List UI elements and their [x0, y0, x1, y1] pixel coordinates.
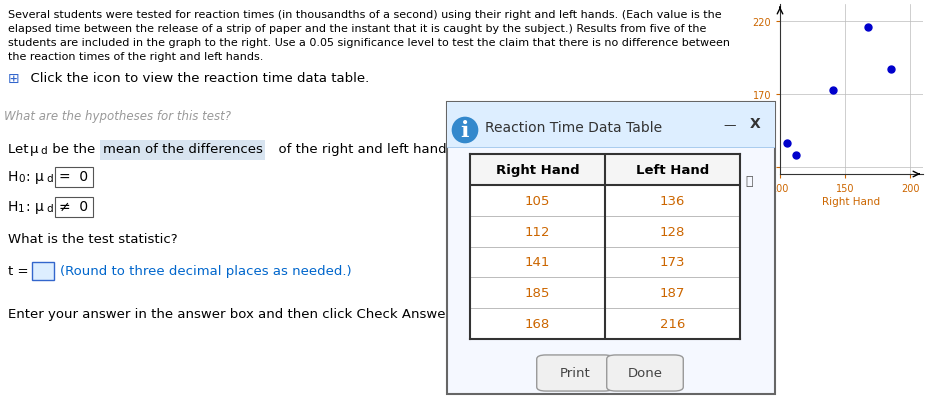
Point: [860, 25, 875, 32]
Text: 136: 136: [659, 194, 684, 207]
Text: Enter your answer in the answer box and then click Check Answer.: Enter your answer in the answer box and …: [8, 307, 453, 320]
Point: [787, 153, 802, 159]
Text: What is the test statistic?: What is the test statistic?: [8, 232, 177, 245]
Text: 128: 128: [659, 225, 684, 238]
Text: Let: Let: [8, 143, 32, 156]
Text: 112: 112: [524, 225, 550, 238]
Text: students are included in the graph to the right. Use a 0.05 significance level t: students are included in the graph to th…: [8, 38, 730, 48]
X-axis label: Right Hand: Right Hand: [821, 196, 880, 206]
Text: 187: 187: [659, 287, 684, 300]
Text: What are the hypotheses for this test?: What are the hypotheses for this test?: [4, 110, 231, 123]
Text: =  0: = 0: [59, 170, 88, 183]
Text: be the: be the: [48, 143, 95, 156]
Text: Left Hand: Left Hand: [635, 164, 708, 177]
Text: ⊞: ⊞: [8, 72, 19, 86]
Text: d: d: [46, 203, 53, 213]
Text: X: X: [749, 117, 760, 131]
Text: d: d: [40, 146, 46, 156]
Text: 141: 141: [525, 256, 550, 269]
Text: : μ: : μ: [26, 170, 44, 183]
Text: Done: Done: [627, 367, 662, 379]
Text: of the right and left hand reacti: of the right and left hand reacti: [270, 143, 489, 156]
Text: 173: 173: [659, 256, 684, 269]
Text: 216: 216: [659, 317, 684, 330]
Point: [883, 67, 897, 73]
Text: Left H and: Left H and: [760, 288, 770, 342]
Text: Print: Print: [559, 367, 590, 379]
Bar: [469, 155, 739, 185]
Text: : μ: : μ: [26, 200, 44, 213]
Text: H: H: [8, 200, 19, 213]
Text: 0: 0: [18, 174, 24, 183]
Text: H: H: [8, 170, 19, 183]
Point: [825, 87, 840, 94]
Text: mean of the differences: mean of the differences: [103, 143, 262, 156]
Text: μ: μ: [30, 143, 38, 156]
Text: Right Hand: Right Hand: [495, 164, 578, 177]
Text: t =: t =: [8, 264, 29, 277]
Text: Click the icon to view the reaction time data table.: Click the icon to view the reaction time…: [22, 72, 369, 85]
Text: ℹ: ℹ: [460, 121, 469, 141]
Text: (Round to three decimal places as needed.): (Round to three decimal places as needed…: [60, 264, 351, 277]
Text: 105: 105: [525, 194, 550, 207]
Text: d: d: [46, 174, 53, 183]
Point: [779, 141, 794, 147]
Text: 168: 168: [525, 317, 550, 330]
Text: Reaction Time Data Table: Reaction Time Data Table: [485, 121, 661, 135]
Text: 185: 185: [525, 287, 550, 300]
Text: 1: 1: [18, 203, 25, 213]
Text: elapsed time between the release of a strip of paper and the instant that it is : elapsed time between the release of a st…: [8, 24, 705, 34]
Text: ⎘: ⎘: [744, 175, 752, 188]
Text: Several students were tested for reaction times (in thousandths of a second) usi: Several students were tested for reactio…: [8, 10, 721, 20]
Text: —: —: [722, 119, 735, 132]
Text: ≠  0: ≠ 0: [59, 200, 88, 213]
Text: the reaction times of the right and left hands.: the reaction times of the right and left…: [8, 52, 263, 62]
